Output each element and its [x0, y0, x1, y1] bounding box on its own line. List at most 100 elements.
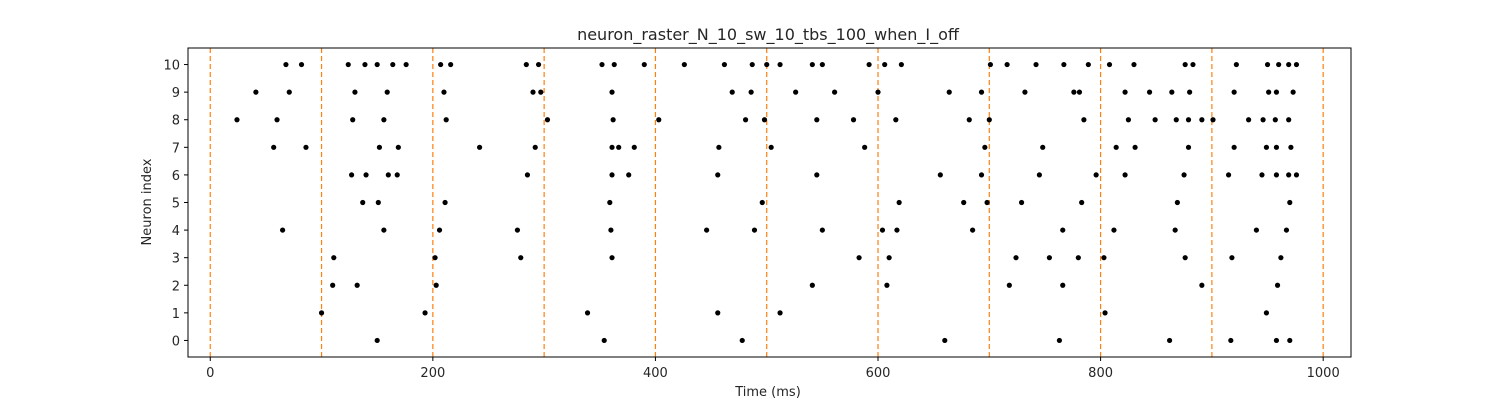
spike-point [1132, 144, 1138, 150]
spike-point [303, 144, 309, 150]
spike-point [476, 144, 483, 150]
spike-point [970, 227, 976, 233]
spike-point [283, 61, 289, 68]
spike-point [1293, 172, 1300, 178]
y-tick-label: 0 [172, 334, 180, 349]
y-tick-label: 9 [172, 86, 180, 101]
spike-point [819, 227, 825, 233]
spike-point [809, 61, 815, 68]
spike-point [609, 144, 615, 150]
spike-point [524, 172, 531, 178]
spike-point [395, 144, 401, 150]
spike-point [946, 89, 952, 95]
spike-point [538, 89, 544, 95]
spike-point [384, 89, 390, 95]
y-tick-label: 7 [172, 141, 180, 156]
y-tick-label: 2 [172, 279, 180, 294]
spike-point [1004, 61, 1010, 68]
spike-point [875, 89, 881, 95]
spike-point [441, 89, 447, 95]
x-tick-label: 200 [420, 366, 445, 381]
spike-point [394, 172, 400, 178]
spike-point [234, 117, 240, 123]
spike-point [1093, 172, 1099, 178]
spike-point [1293, 61, 1300, 68]
spike-point [390, 61, 396, 68]
spike-point [742, 117, 749, 123]
spike-point [375, 199, 381, 206]
spike-point [978, 172, 985, 178]
spike-point [1259, 172, 1265, 178]
spike-point [631, 144, 637, 150]
spike-point [1229, 255, 1235, 261]
spike-point [1185, 117, 1192, 123]
spike-point [1006, 282, 1012, 288]
y-tick-label: 6 [172, 169, 180, 184]
spike-point [1079, 199, 1085, 206]
spike-point [894, 227, 900, 233]
spike-point [330, 282, 336, 288]
spike-point [433, 282, 439, 288]
y-tick-label: 10 [163, 59, 180, 74]
y-tick-label: 3 [172, 252, 180, 267]
spike-point [814, 172, 820, 178]
spike-point [1111, 227, 1117, 233]
spike-point [761, 117, 768, 123]
spike-point [1225, 172, 1232, 178]
spike-point [751, 227, 758, 233]
spike-point [819, 61, 825, 68]
spike-point [609, 255, 615, 261]
spike-point [1172, 227, 1178, 233]
spike-point [777, 61, 783, 68]
spike-point [893, 117, 899, 123]
spike-point [1040, 144, 1046, 150]
spike-point [1046, 255, 1052, 261]
spike-point [607, 199, 613, 206]
spike-point [777, 310, 783, 316]
spike-point [1260, 117, 1266, 123]
spike-point [1033, 61, 1039, 68]
spike-point [286, 89, 292, 95]
spike-point [1102, 310, 1108, 316]
spike-point [1060, 282, 1066, 288]
spike-point [436, 227, 443, 233]
spike-point [764, 61, 770, 68]
spike-point [1286, 117, 1292, 123]
spike-point [1075, 255, 1081, 261]
spike-point [1101, 255, 1107, 261]
spike-point [374, 337, 380, 344]
spike-point [850, 117, 857, 123]
spike-point [432, 255, 438, 261]
spike-point [1276, 61, 1282, 68]
spike-point [759, 199, 765, 206]
spike-point [1246, 117, 1252, 123]
spike-point [360, 199, 366, 206]
spike-point [535, 61, 542, 68]
spike-point [376, 144, 383, 150]
y-axis-label: Neuron index [140, 158, 155, 245]
spike-point [1022, 89, 1028, 95]
spike-point [1190, 61, 1196, 68]
spike-point [1231, 89, 1237, 95]
spike-point [1278, 255, 1284, 261]
x-tick-label: 400 [643, 366, 668, 381]
spike-point [1274, 282, 1281, 288]
spike-point [609, 89, 615, 95]
spike-point [1263, 310, 1270, 316]
spike-point [961, 199, 967, 206]
spike-point [610, 117, 616, 123]
spike-point [1056, 337, 1063, 344]
x-tick-label: 0 [206, 366, 214, 381]
spike-point [1146, 89, 1153, 95]
spike-point [681, 61, 687, 68]
spike-point [1253, 227, 1260, 233]
spike-point [748, 89, 754, 95]
spike-point [937, 172, 943, 178]
spike-point [345, 61, 351, 68]
spike-point [1061, 61, 1067, 68]
spike-point [716, 144, 722, 150]
spike-point [1181, 172, 1187, 178]
spike-point [381, 227, 387, 233]
spike-point [253, 89, 259, 95]
